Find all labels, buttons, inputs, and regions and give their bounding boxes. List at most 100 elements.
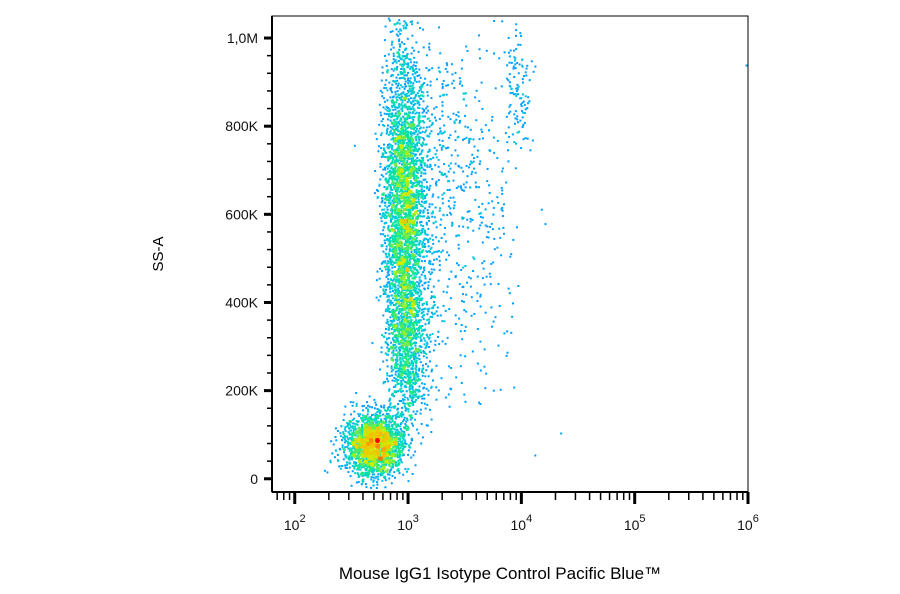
event-dot	[413, 249, 416, 251]
event-dot	[416, 209, 419, 212]
event-dot	[392, 181, 395, 184]
event-dot	[476, 292, 479, 295]
event-dot	[406, 332, 409, 335]
event-dot	[418, 120, 421, 123]
event-dot	[407, 136, 409, 139]
event-dot	[407, 410, 410, 413]
event-dot	[386, 294, 389, 297]
event-dot	[392, 55, 395, 58]
event-dot	[466, 210, 469, 213]
event-dot	[398, 215, 401, 218]
plot-data-points	[323, 17, 748, 489]
event-dot	[338, 465, 341, 468]
event-dot	[414, 298, 417, 301]
event-dot	[384, 352, 387, 355]
event-dot	[514, 57, 517, 60]
event-dot	[391, 189, 394, 191]
event-dot	[361, 419, 364, 422]
event-dot	[401, 383, 404, 386]
event-dot	[408, 85, 411, 88]
event-dot	[418, 114, 421, 117]
event-dot	[435, 364, 438, 367]
event-dot	[426, 154, 429, 157]
event-dot	[403, 195, 406, 198]
event-dot	[428, 307, 431, 310]
event-dot	[399, 371, 402, 373]
event-dot	[383, 149, 386, 151]
event-dot	[407, 138, 409, 140]
event-dot	[396, 469, 399, 472]
event-dot	[400, 335, 403, 338]
event-dot	[472, 160, 475, 163]
event-dot	[406, 190, 409, 193]
event-dot	[401, 65, 404, 68]
event-dot	[490, 119, 493, 122]
event-dot	[415, 368, 418, 371]
event-dot	[399, 314, 402, 317]
event-dot	[423, 200, 426, 203]
event-dot	[408, 172, 410, 175]
event-dot	[403, 416, 406, 419]
event-dot	[396, 381, 399, 384]
event-dot	[418, 148, 421, 151]
event-dot	[389, 249, 392, 251]
event-dot	[391, 419, 394, 422]
event-dot	[395, 290, 398, 293]
event-dot	[401, 353, 404, 356]
event-dot	[403, 249, 406, 252]
event-dot	[423, 269, 426, 272]
event-dot	[442, 145, 445, 148]
event-dot	[398, 43, 401, 46]
event-dot	[464, 186, 467, 189]
event-dot	[420, 171, 423, 174]
event-dot	[413, 116, 416, 119]
event-dot	[353, 448, 356, 451]
event-dot	[382, 250, 385, 253]
event-dot	[404, 95, 407, 98]
event-dot	[433, 295, 436, 298]
event-dot	[346, 423, 349, 426]
event-dot	[393, 453, 396, 455]
event-dot	[387, 348, 390, 351]
event-dot	[426, 313, 429, 316]
event-dot	[422, 28, 425, 31]
event-dot	[416, 183, 418, 186]
event-dot	[351, 418, 354, 421]
event-dot	[388, 115, 390, 118]
event-dot	[388, 389, 390, 392]
event-dot	[403, 289, 406, 291]
event-dot	[419, 215, 422, 218]
event-dot	[384, 419, 387, 422]
event-dot	[409, 291, 412, 294]
event-dot	[417, 271, 420, 274]
event-dot	[395, 158, 398, 161]
event-dot	[428, 120, 431, 122]
event-dot	[427, 241, 430, 244]
event-dot	[392, 238, 395, 241]
event-dot	[371, 473, 374, 476]
event-dot	[368, 465, 370, 468]
event-dot	[372, 413, 375, 416]
event-dot	[424, 115, 427, 118]
event-dot	[378, 145, 381, 148]
event-dot	[522, 138, 525, 141]
event-dot	[381, 208, 384, 211]
event-dot	[423, 215, 425, 218]
event-dot	[396, 294, 399, 296]
event-dot	[434, 250, 437, 253]
event-dot	[348, 433, 351, 436]
event-dot	[389, 130, 392, 133]
event-dot	[401, 440, 404, 443]
event-dot	[507, 126, 510, 129]
event-dot	[453, 87, 456, 89]
event-dot	[409, 97, 412, 100]
event-dot	[409, 396, 412, 399]
event-dot	[403, 438, 406, 441]
event-dot	[365, 418, 368, 421]
event-dot	[409, 242, 412, 245]
event-dot	[407, 66, 409, 69]
event-dot	[388, 109, 391, 112]
event-dot	[473, 167, 476, 170]
event-dot	[395, 159, 398, 162]
event-dot	[458, 82, 461, 85]
